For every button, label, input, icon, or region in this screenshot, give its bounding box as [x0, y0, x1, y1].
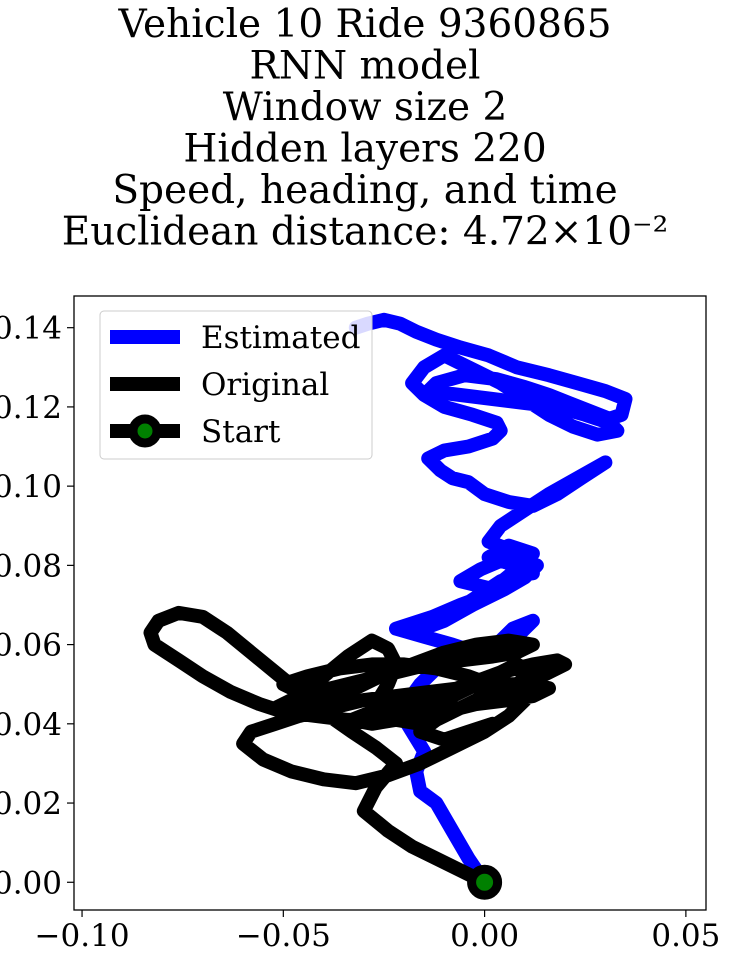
- y-tick-label: 0.04: [0, 707, 62, 743]
- legend-label-estimated: Estimated: [201, 320, 360, 356]
- legend-start-marker: [128, 414, 162, 448]
- series-line-estimated: [348, 312, 633, 890]
- y-tick-label: 0.14: [0, 311, 62, 347]
- legend: Estimated Original Start: [99, 310, 373, 460]
- title-line-2: RNN model: [250, 44, 481, 89]
- marker-layer: [467, 864, 503, 900]
- y-tick-label: 0.02: [0, 786, 62, 822]
- title-line-5: Speed, heading, and time: [112, 168, 617, 213]
- y-tick-label: 0.00: [0, 865, 62, 901]
- title-line-6: Euclidean distance: 4.72×10⁻²: [62, 210, 669, 255]
- legend-box: [99, 310, 373, 460]
- x-tick-label: 0.00: [450, 918, 519, 954]
- series-line-original: [143, 605, 573, 890]
- legend-label-start: Start: [201, 414, 281, 450]
- title-line-1: Vehicle 10 Ride 9360865: [117, 2, 611, 47]
- x-tick-label: −0.10: [35, 918, 130, 954]
- x-tick-label: 0.05: [651, 918, 720, 954]
- plot-frame: [73, 295, 707, 911]
- series-layer: [143, 312, 633, 890]
- title-line-4: Hidden layers 220: [183, 127, 546, 172]
- title-line-3: Window size 2: [223, 85, 508, 130]
- y-tick-label: 0.10: [0, 469, 62, 505]
- y-tick-label: 0.08: [0, 548, 62, 584]
- x-tick-label: −0.05: [236, 918, 331, 954]
- y-tick-label: 0.06: [0, 628, 62, 664]
- start-marker: [467, 864, 503, 900]
- x-axis: −0.10 −0.05 0.00 0.05: [35, 910, 720, 954]
- y-axis: 0.00 0.02 0.04 0.06 0.08 0.10 0.12 0.14: [0, 311, 74, 901]
- legend-label-original: Original: [201, 367, 329, 403]
- y-tick-label: 0.12: [0, 390, 62, 426]
